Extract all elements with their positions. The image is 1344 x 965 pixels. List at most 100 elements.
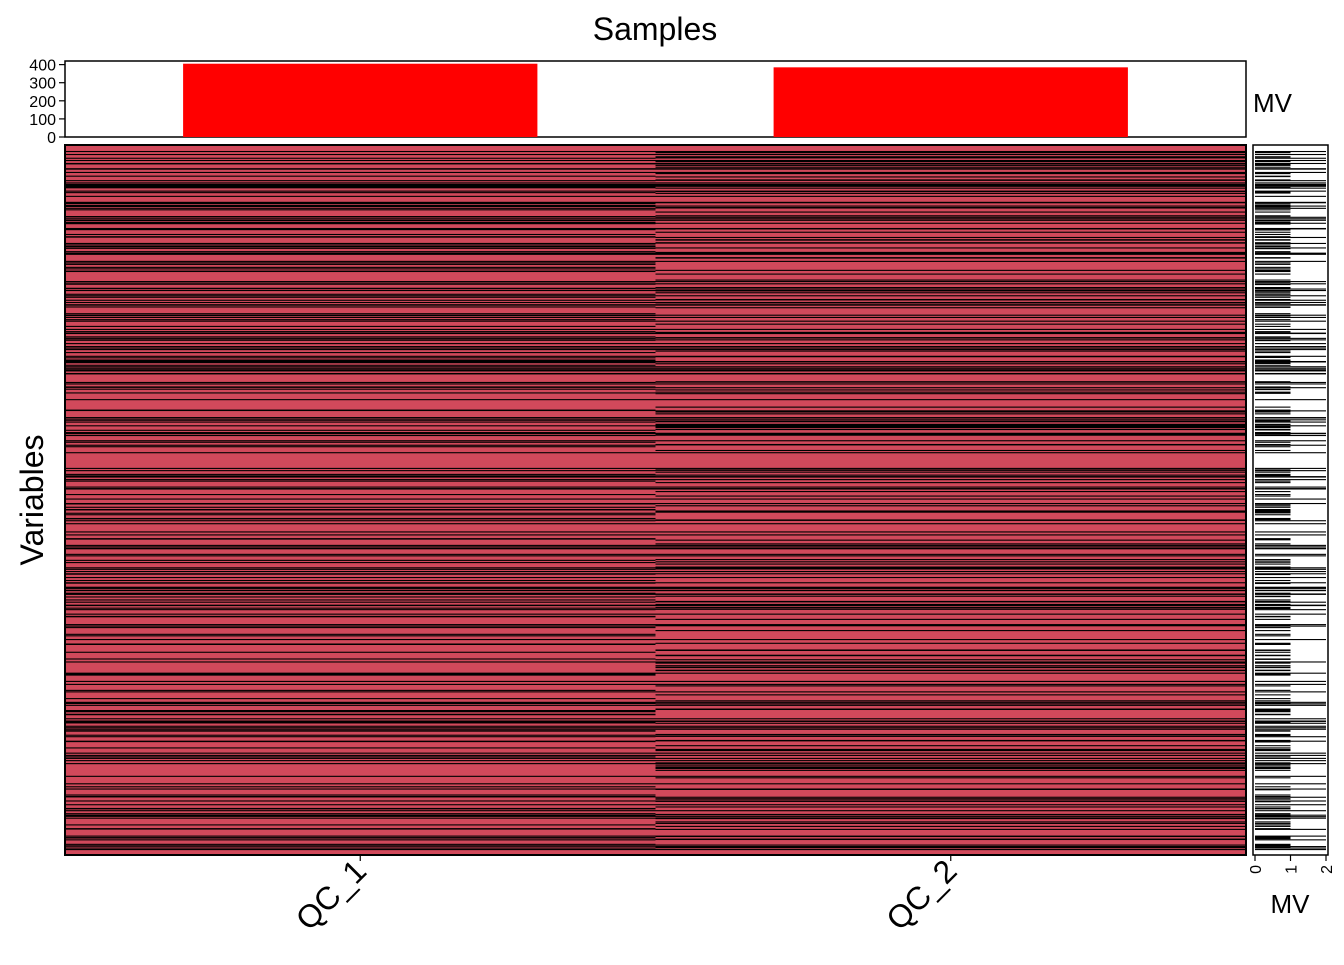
right-bar [1255,262,1291,264]
right-bar [1255,320,1326,322]
right-bar [1255,410,1326,412]
missing-cell [65,319,656,321]
right-bar [1255,452,1326,454]
right-bar [1255,171,1326,174]
missing-cell [65,480,656,482]
missing-cell [655,498,1246,500]
missing-cell [65,283,656,285]
missing-cell [65,763,656,765]
missing-cell [65,429,656,431]
right-bar [1255,372,1326,375]
right-bar [1255,642,1291,645]
right-bar [1255,754,1326,756]
right-bar [1255,733,1291,737]
missing-cell [655,613,1246,615]
right-bar [1255,576,1326,579]
missing-cell [65,425,656,427]
missing-cell [655,367,1246,369]
right-bar [1255,582,1326,584]
right-bar [1255,651,1291,653]
right-bar [1255,467,1326,469]
right-bar [1255,281,1326,283]
right-bar [1255,159,1326,162]
missing-cell [65,218,656,220]
right-bar [1255,747,1291,749]
missing-cell [655,164,1246,166]
missing-cell [65,843,656,845]
right-bar [1255,538,1291,541]
right-bar [1255,702,1291,704]
right-bar [1255,700,1291,702]
missing-cell [65,299,656,301]
top-bar-QC_1 [183,63,538,137]
missing-cell [65,582,656,584]
missing-cell [65,720,656,724]
right-bar [1255,434,1291,436]
x-axis-sample-labels: QC_1 QC_2 [289,852,964,937]
missing-cell [655,239,1246,241]
right-bar [1255,494,1291,496]
right-bar [1255,151,1291,154]
missing-cell [655,476,1246,478]
missing-cell [655,589,1246,592]
missing-cell [655,393,1246,395]
missing-cell [65,190,656,192]
right-bar [1255,273,1291,275]
missing-cell [65,488,656,490]
right-bar [1255,649,1291,651]
right-bar [1255,534,1326,536]
right-bar [1255,606,1291,610]
missing-cell [65,810,656,812]
missing-cell [655,162,1246,165]
right-bar [1255,800,1326,802]
right-bar [1255,520,1326,522]
right-bar [1255,547,1326,550]
missing-cell [655,216,1246,218]
right-bar [1255,350,1291,352]
missing-cell [655,680,1246,682]
missing-cell [65,452,656,454]
missing-cell [65,346,656,348]
missing-cell [65,349,656,351]
right-bar [1255,495,1291,497]
missing-cell [655,190,1246,193]
right-bar [1255,736,1326,738]
right-bar [1255,546,1326,548]
right-bar [1255,221,1291,224]
missing-cell [65,698,656,700]
right-bar [1255,748,1291,752]
right-bar [1255,818,1291,820]
missing-cell [65,562,656,564]
right-bar [1255,257,1291,259]
right-bar [1255,186,1291,188]
missing-cell [655,769,1246,771]
right-bar [1255,718,1326,720]
right-bar [1255,835,1326,837]
right-bar [1255,431,1291,434]
missing-cell [655,391,1246,393]
missing-cell [65,747,656,749]
missing-cell [655,469,1246,471]
y-axis-label: Variables [14,434,50,565]
missing-cell [65,367,656,369]
right-bar [1255,419,1326,421]
missing-cell [655,260,1246,262]
missing-cell [65,736,656,738]
missing-cell [655,257,1246,259]
right-bar [1255,630,1291,632]
missing-cell [655,304,1246,306]
missing-cell [65,216,656,218]
missing-cell [65,473,656,475]
right-bar [1255,586,1326,589]
missing-cell [655,593,1246,595]
missing-cell [65,440,656,442]
top-bar-panel [64,60,1247,138]
missing-cell [655,387,1246,389]
missing-cell [65,579,656,582]
missing-cell [655,287,1246,289]
missing-cell [65,520,656,522]
right-bar [1255,360,1326,363]
missing-cell [65,627,656,629]
missing-cell [65,730,656,732]
